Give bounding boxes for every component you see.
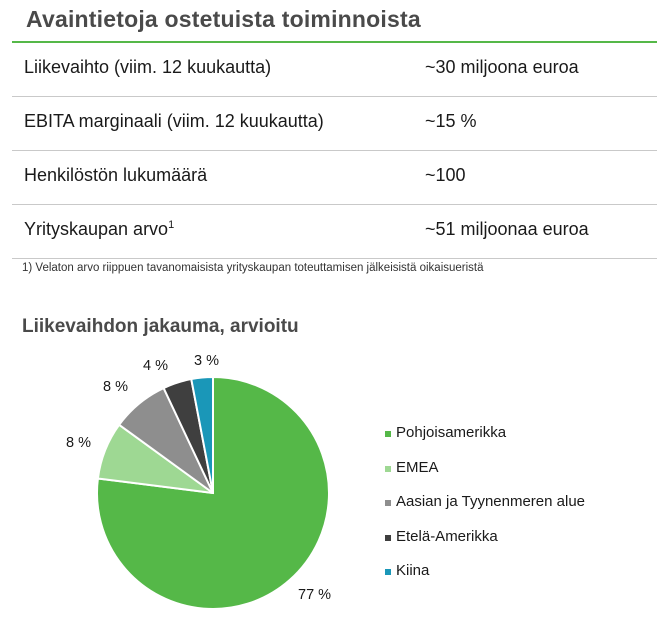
table-row: Henkilöstön lukumäärä ~100: [12, 151, 657, 205]
fact-label-text: EBITA marginaali (viim. 12 kuukautta): [24, 111, 324, 131]
pie-slice: [190, 375, 214, 494]
fact-label: Henkilöstön lukumäärä: [24, 165, 207, 186]
fact-label-text: Henkilöstön lukumäärä: [24, 165, 208, 185]
legend-label: EMEA: [396, 458, 439, 476]
slice-data-label: 77 %: [298, 587, 331, 603]
fact-value: ~15 %: [425, 111, 477, 131]
fact-value: ~100: [425, 165, 466, 185]
slice-data-label: 4 %: [143, 358, 168, 374]
title-divider: [12, 41, 657, 43]
legend-label: Etelä-Amerikka: [396, 527, 498, 545]
slice-data-label: 3 %: [194, 353, 219, 369]
chart-title: Liikevaihdon jakauma, arvioitu: [22, 316, 299, 337]
table-row: EBITA marginaali (viim. 12 kuukautta) ~1…: [12, 97, 657, 151]
page-title: Avaintietoja ostetuista toiminnoista: [26, 6, 421, 32]
fact-value: ~51 miljoonaa euroa: [425, 219, 589, 239]
footnote: 1) Velaton arvo riippuen tavanomaisista …: [22, 262, 484, 274]
legend-label: Aasian ja Tyynenmeren alue: [396, 493, 586, 510]
table-row: Liikevaihto (viim. 12 kuukautta) ~30 mil…: [12, 43, 657, 97]
key-facts-table: Liikevaihto (viim. 12 kuukautta) ~30 mil…: [12, 43, 657, 259]
fact-footnote-ref: 1: [168, 219, 175, 231]
fact-label: Liikevaihto (viim. 12 kuukautta): [24, 57, 271, 78]
legend-swatch: [385, 500, 391, 506]
legend-label: Pohjoisamerikka: [396, 424, 507, 441]
fact-label-text: Liikevaihto (viim. 12 kuukautta): [24, 57, 272, 77]
slice-data-label: 8 %: [103, 379, 128, 395]
fact-label: EBITA marginaali (viim. 12 kuukautta): [24, 111, 324, 132]
legend-swatch: [385, 534, 391, 541]
fact-label-text: Yrityskaupan arvo: [24, 219, 169, 239]
legend-label: Kiina: [396, 562, 430, 579]
fact-label: Yrityskaupan arvo1: [24, 219, 174, 240]
legend-swatch: [385, 431, 391, 437]
fact-value: ~30 miljoona euroa: [425, 57, 579, 77]
legend-swatch: [385, 465, 391, 472]
legend-swatch: [385, 569, 391, 575]
table-row: Yrityskaupan arvo1 ~51 miljoonaa euroa: [12, 205, 657, 259]
slice-data-label: 8 %: [66, 435, 91, 451]
